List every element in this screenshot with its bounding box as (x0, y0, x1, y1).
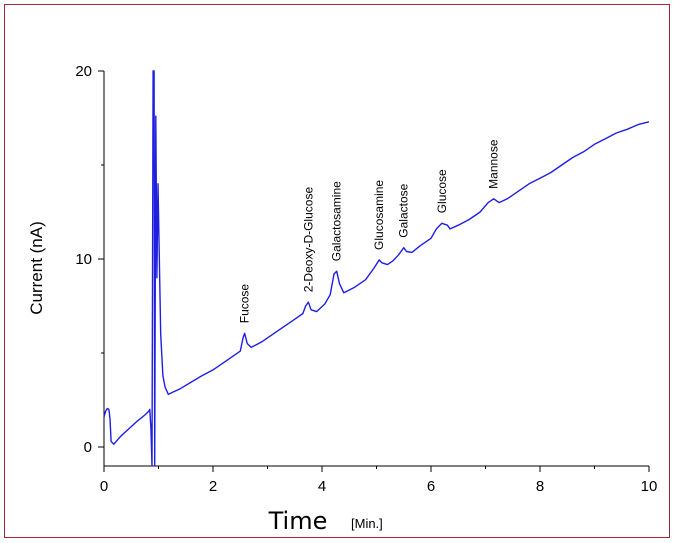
peak-label: Mannose (487, 139, 501, 189)
series-line (103, 70, 650, 467)
axis-ticks: 0 2 4 6 8 10 0 10 20 (75, 63, 657, 495)
y-tick-label: 0 (84, 439, 92, 456)
x-tick-label: 8 (536, 478, 544, 495)
peak-label: Glucose (435, 169, 449, 213)
x-axis-title: Time (268, 507, 328, 535)
x-tick-label: 2 (209, 478, 217, 495)
plot-area (103, 71, 649, 467)
x-tick-label: 10 (641, 478, 658, 495)
x-axis-unit: [Min.] (351, 516, 383, 531)
peak-annotations: Fucose 2-Deoxy-D-Glucose Galactosamine Gluc… (238, 139, 501, 323)
peak-label: Galactose (397, 183, 411, 237)
x-tick-label: 4 (318, 478, 326, 495)
peak-label: Galactosamine (330, 181, 344, 261)
peak-label: Fucose (238, 284, 252, 324)
x-tick-label: 6 (427, 478, 435, 495)
peak-label: Glucosamine (372, 180, 386, 250)
y-axis-title: Current (nA) (27, 221, 46, 315)
peak-label: 2-Deoxy-D-Glucose (301, 187, 315, 293)
series-layer (103, 70, 650, 467)
x-tick-label: 0 (100, 478, 108, 495)
y-tick-label: 20 (75, 63, 92, 80)
y-tick-label: 10 (75, 251, 92, 268)
